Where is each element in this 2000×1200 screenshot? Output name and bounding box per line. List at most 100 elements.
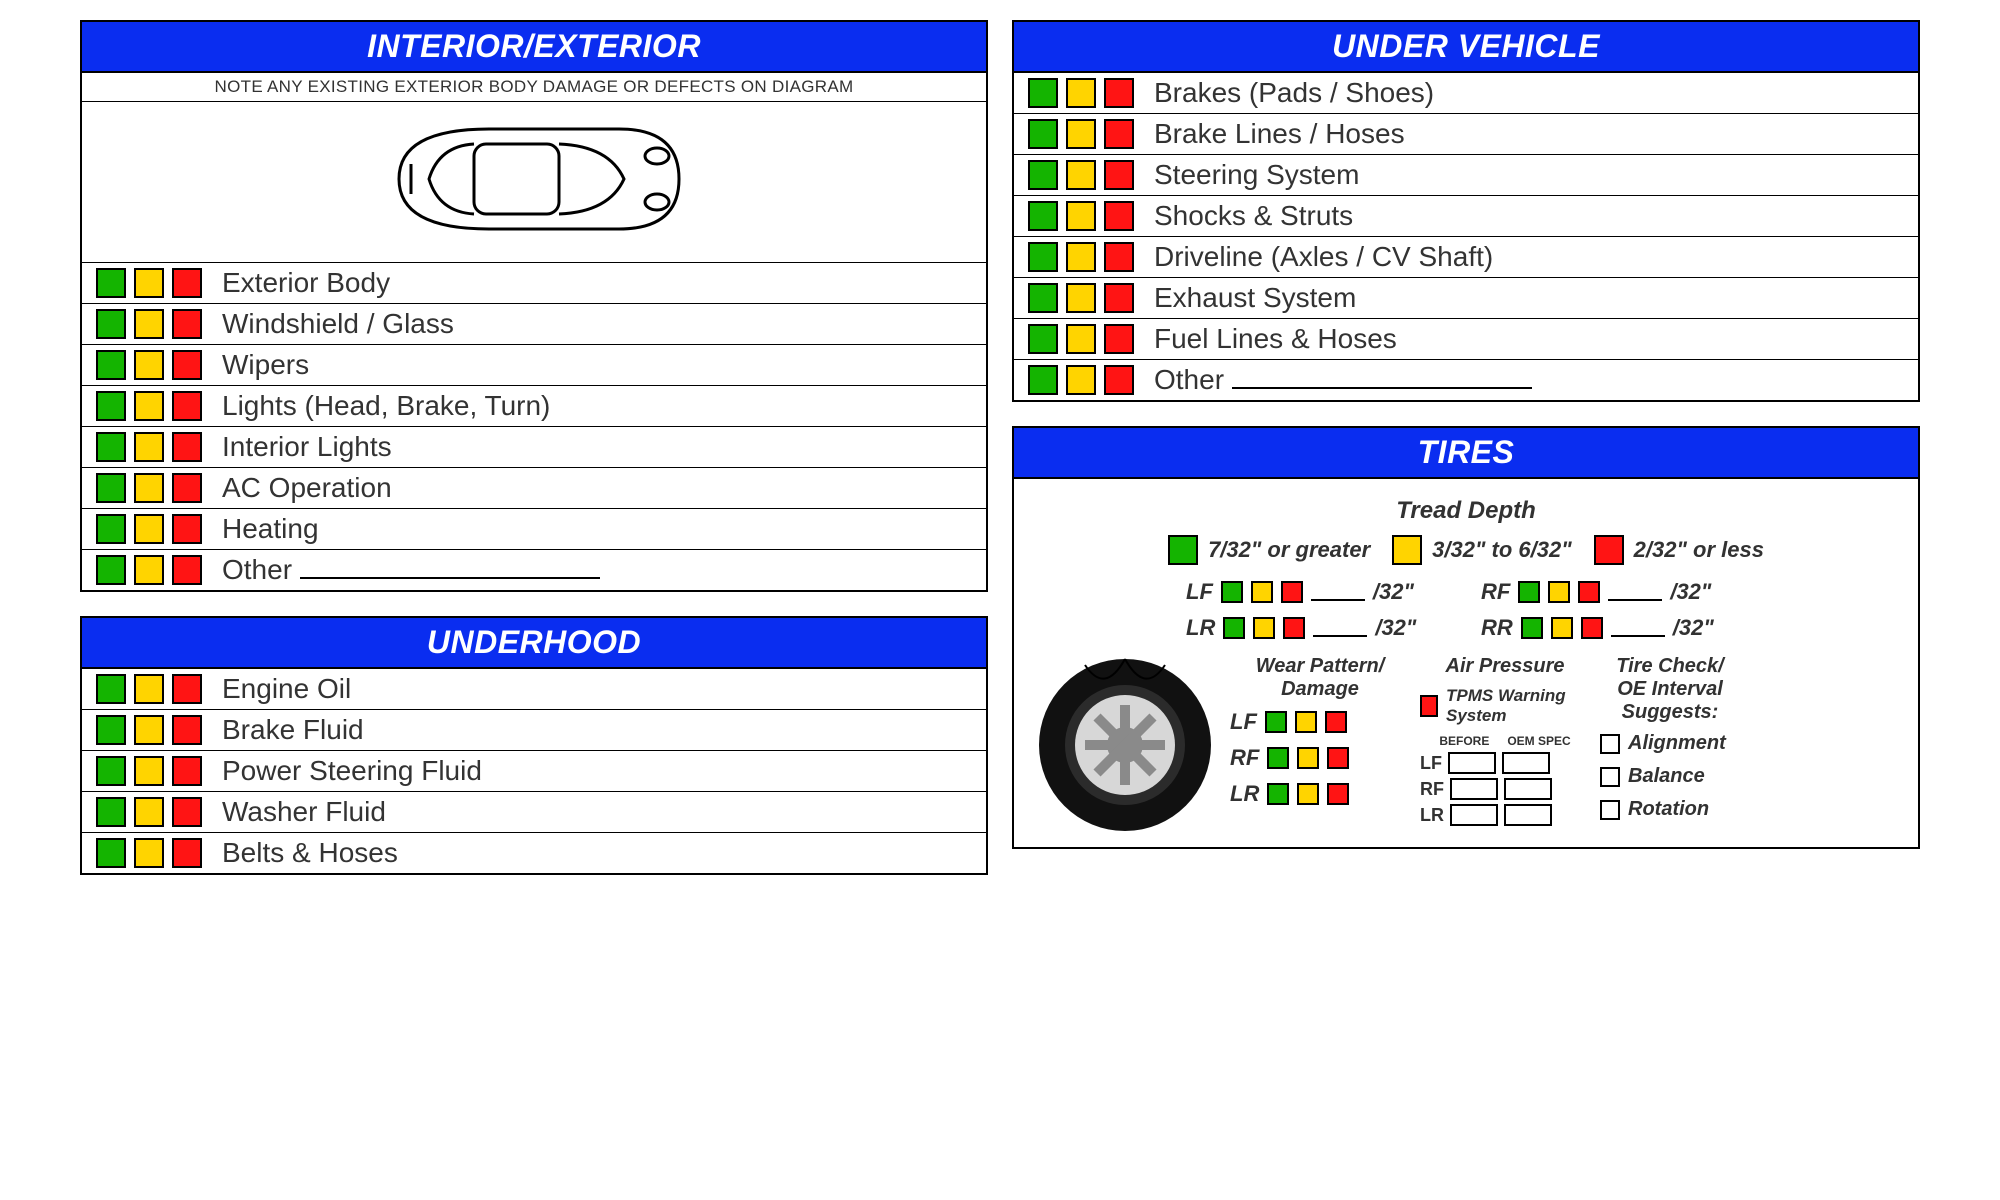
warn-box[interactable] xyxy=(134,391,164,421)
warn-box[interactable] xyxy=(134,555,164,585)
warn-box[interactable] xyxy=(134,715,164,745)
warn-box[interactable] xyxy=(1297,783,1319,805)
status-boxes[interactable] xyxy=(96,756,202,786)
status-boxes[interactable] xyxy=(1028,78,1134,108)
oem-box[interactable] xyxy=(1504,804,1552,826)
bad-box[interactable] xyxy=(1283,617,1305,639)
status-boxes[interactable] xyxy=(96,391,202,421)
good-box[interactable] xyxy=(96,555,126,585)
good-box[interactable] xyxy=(96,350,126,380)
good-box[interactable] xyxy=(96,268,126,298)
bad-box[interactable] xyxy=(1104,78,1134,108)
checkbox[interactable] xyxy=(1600,800,1620,820)
good-box[interactable] xyxy=(96,715,126,745)
good-box[interactable] xyxy=(96,309,126,339)
good-box[interactable] xyxy=(96,756,126,786)
status-boxes[interactable] xyxy=(1028,119,1134,149)
good-box[interactable] xyxy=(96,797,126,827)
value-blank[interactable] xyxy=(1311,583,1365,601)
status-boxes[interactable] xyxy=(96,797,202,827)
bad-box[interactable] xyxy=(172,756,202,786)
good-box[interactable] xyxy=(1518,581,1540,603)
oem-box[interactable] xyxy=(1502,752,1550,774)
good-box[interactable] xyxy=(1265,711,1287,733)
status-boxes[interactable] xyxy=(1028,242,1134,272)
before-box[interactable] xyxy=(1450,778,1498,800)
status-boxes[interactable] xyxy=(96,473,202,503)
other-blank[interactable] xyxy=(300,577,600,579)
bad-box[interactable] xyxy=(1104,160,1134,190)
before-box[interactable] xyxy=(1448,752,1496,774)
warn-box[interactable] xyxy=(134,514,164,544)
oem-box[interactable] xyxy=(1504,778,1552,800)
good-box[interactable] xyxy=(1028,242,1058,272)
bad-box[interactable] xyxy=(172,473,202,503)
good-box[interactable] xyxy=(1028,160,1058,190)
status-boxes[interactable] xyxy=(96,555,202,585)
warn-box[interactable] xyxy=(1251,581,1273,603)
warn-box[interactable] xyxy=(1066,78,1096,108)
bad-box[interactable] xyxy=(1104,283,1134,313)
bad-box[interactable] xyxy=(1104,324,1134,354)
bad-box[interactable] xyxy=(1578,581,1600,603)
warn-box[interactable] xyxy=(134,838,164,868)
good-box[interactable] xyxy=(1267,747,1289,769)
value-blank[interactable] xyxy=(1611,619,1665,637)
warn-box[interactable] xyxy=(134,756,164,786)
before-box[interactable] xyxy=(1450,804,1498,826)
value-blank[interactable] xyxy=(1608,583,1662,601)
warn-box[interactable] xyxy=(134,473,164,503)
warn-box[interactable] xyxy=(1066,242,1096,272)
good-box[interactable] xyxy=(1028,283,1058,313)
bad-box[interactable] xyxy=(172,715,202,745)
bad-box[interactable] xyxy=(1281,581,1303,603)
warn-box[interactable] xyxy=(1551,617,1573,639)
warn-box[interactable] xyxy=(1295,711,1317,733)
bad-box[interactable] xyxy=(1327,783,1349,805)
warn-box[interactable] xyxy=(1066,201,1096,231)
warn-box[interactable] xyxy=(1066,365,1096,395)
warn-box[interactable] xyxy=(1066,119,1096,149)
bad-box[interactable] xyxy=(1104,119,1134,149)
good-box[interactable] xyxy=(96,514,126,544)
bad-box[interactable] xyxy=(1104,242,1134,272)
bad-box[interactable] xyxy=(172,309,202,339)
status-boxes[interactable] xyxy=(96,514,202,544)
warn-box[interactable] xyxy=(134,309,164,339)
good-box[interactable] xyxy=(1028,119,1058,149)
status-boxes[interactable] xyxy=(96,674,202,704)
bad-box[interactable] xyxy=(1325,711,1347,733)
warn-box[interactable] xyxy=(134,432,164,462)
warn-box[interactable] xyxy=(134,674,164,704)
warn-box[interactable] xyxy=(1297,747,1319,769)
bad-box[interactable] xyxy=(172,674,202,704)
bad-box[interactable] xyxy=(172,268,202,298)
checkbox[interactable] xyxy=(1600,734,1620,754)
good-box[interactable] xyxy=(1267,783,1289,805)
good-box[interactable] xyxy=(96,391,126,421)
warn-box[interactable] xyxy=(1066,160,1096,190)
good-box[interactable] xyxy=(96,838,126,868)
bad-box[interactable] xyxy=(1104,365,1134,395)
status-boxes[interactable] xyxy=(96,350,202,380)
bad-box[interactable] xyxy=(172,838,202,868)
good-box[interactable] xyxy=(1028,324,1058,354)
status-boxes[interactable] xyxy=(1028,324,1134,354)
good-box[interactable] xyxy=(1223,617,1245,639)
warn-box[interactable] xyxy=(134,797,164,827)
status-boxes[interactable] xyxy=(1028,160,1134,190)
status-boxes[interactable] xyxy=(96,715,202,745)
good-box[interactable] xyxy=(1028,365,1058,395)
bad-box[interactable] xyxy=(1420,695,1438,717)
good-box[interactable] xyxy=(96,432,126,462)
status-boxes[interactable] xyxy=(1028,365,1134,395)
status-boxes[interactable] xyxy=(96,838,202,868)
checkbox[interactable] xyxy=(1600,767,1620,787)
status-boxes[interactable] xyxy=(1028,283,1134,313)
bad-box[interactable] xyxy=(172,514,202,544)
warn-box[interactable] xyxy=(1066,324,1096,354)
bad-box[interactable] xyxy=(172,350,202,380)
warn-box[interactable] xyxy=(1066,283,1096,313)
good-box[interactable] xyxy=(96,674,126,704)
bad-box[interactable] xyxy=(172,432,202,462)
